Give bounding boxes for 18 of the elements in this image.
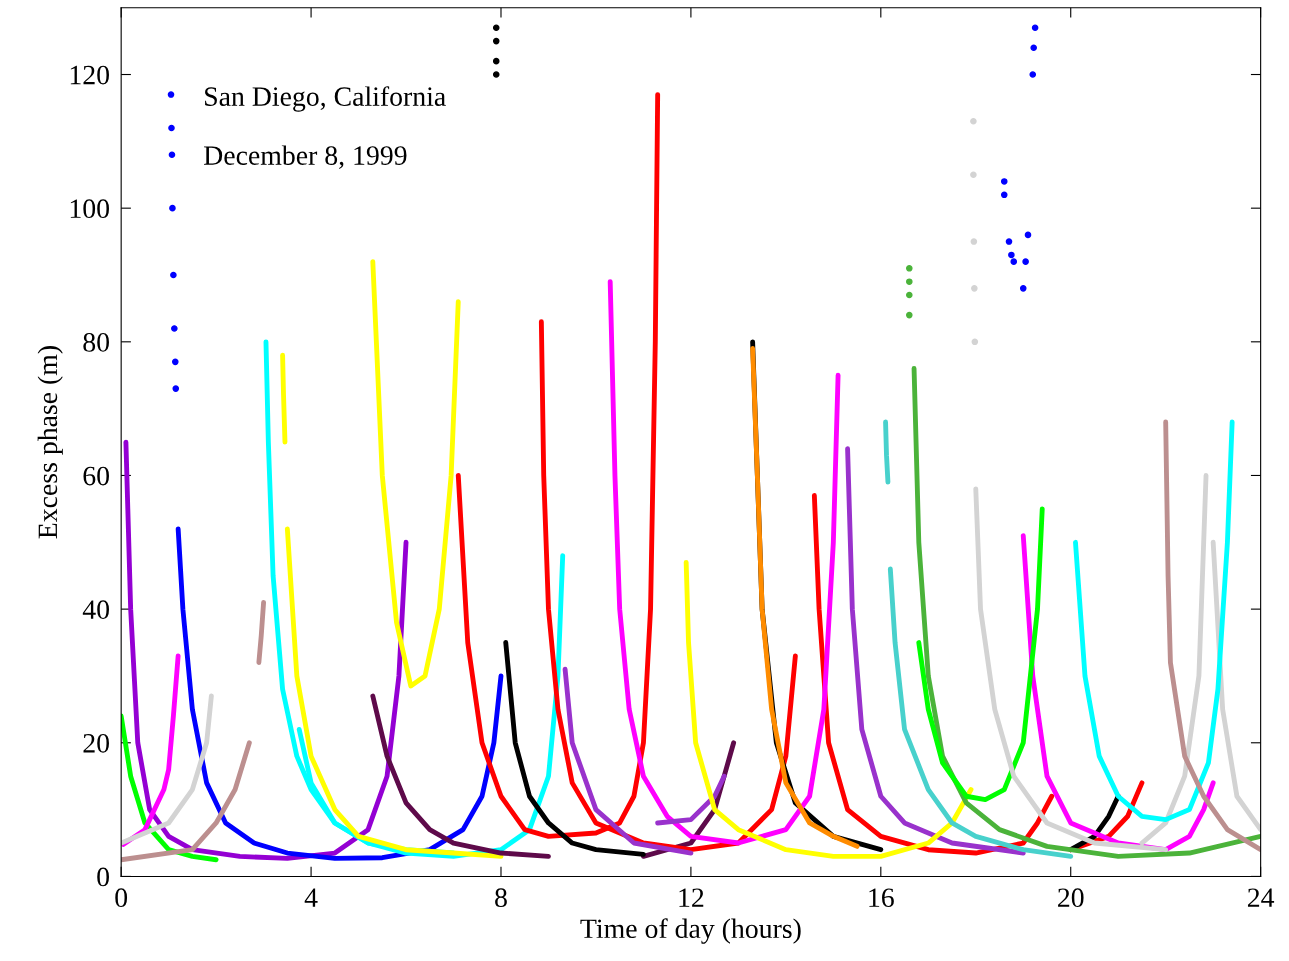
x-tick-label: 16 <box>869 888 894 908</box>
x-tick-label: 0 <box>115 888 128 908</box>
y-tick-label: 120 <box>70 65 109 85</box>
y-axis-title: Excess phase (m) <box>37 346 63 539</box>
x-tick-label: 4 <box>304 888 318 907</box>
y-tick-label: 60 <box>83 466 109 486</box>
y-tick-label: 40 <box>82 600 109 620</box>
y-tick-label: 20 <box>83 733 109 753</box>
annotation: San Diego, California <box>205 86 446 112</box>
x-tick-label: 8 <box>495 888 507 908</box>
x-tick-label: 20 <box>1058 888 1084 908</box>
x-axis-title: Time of day (hours) <box>580 918 801 944</box>
annotation: December 8, 1999 <box>204 145 407 169</box>
y-tick-label: 100 <box>70 199 109 219</box>
x-tick-label: 12 <box>679 888 704 907</box>
y-tick-label: 80 <box>83 332 109 352</box>
y-tick-label: 0 <box>97 867 109 887</box>
x-tick-label: 24 <box>1247 888 1275 907</box>
